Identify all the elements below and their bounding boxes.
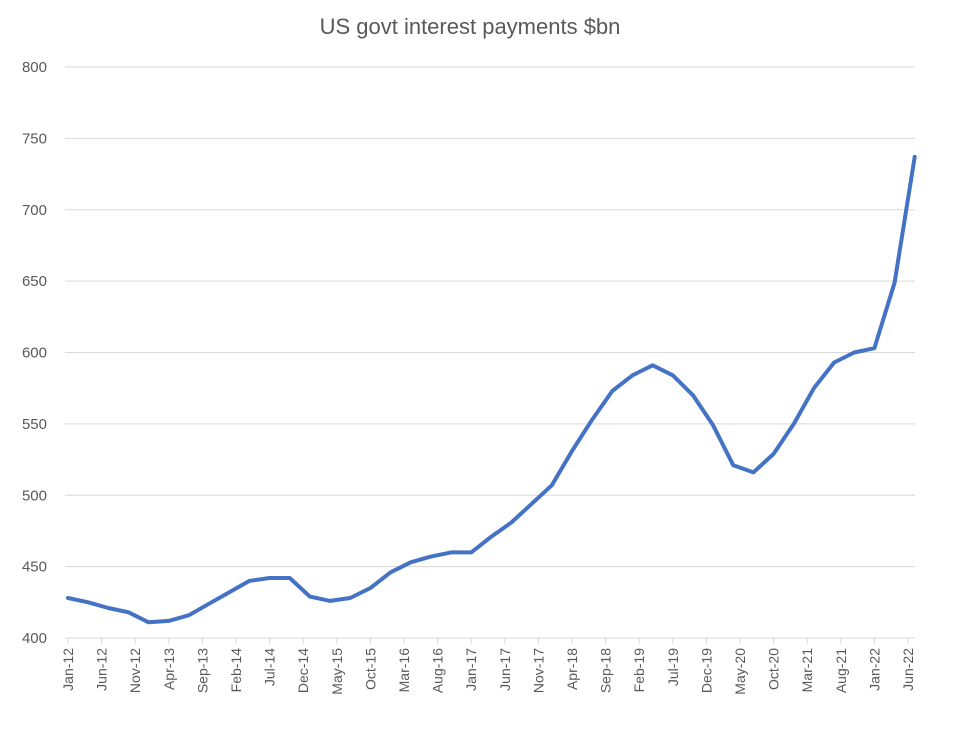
y-tick-label: 600 bbox=[22, 345, 47, 362]
chart-title: US govt interest payments $bn bbox=[319, 14, 621, 39]
y-tick-label: 550 bbox=[22, 416, 47, 433]
x-tick-label: Oct-20 bbox=[766, 648, 782, 690]
x-tick-label: Feb-19 bbox=[631, 648, 647, 693]
x-tick-label: Jul-14 bbox=[262, 648, 278, 686]
x-tick-label: Jun-22 bbox=[900, 648, 916, 691]
x-tick-label: Apr-18 bbox=[564, 648, 580, 690]
x-tick-label: Jul-19 bbox=[665, 648, 681, 686]
x-tick-label: Jun-12 bbox=[94, 648, 110, 691]
x-tick-label: Jan-17 bbox=[463, 648, 479, 691]
x-tick-label: May-20 bbox=[732, 648, 748, 695]
x-tick-label: Apr-13 bbox=[161, 648, 177, 690]
x-tick-label: May-15 bbox=[329, 648, 345, 695]
x-tick-label: Nov-17 bbox=[530, 648, 546, 693]
series-line-0 bbox=[66, 154, 917, 625]
y-tick-label: 800 bbox=[22, 59, 47, 76]
series-layer bbox=[66, 154, 917, 625]
x-tick-label: Aug-21 bbox=[833, 648, 849, 693]
x-tick-label: Aug-16 bbox=[430, 648, 446, 693]
x-tick-label: Mar-21 bbox=[799, 648, 815, 693]
y-tick-label: 650 bbox=[22, 273, 47, 290]
y-axis-tick-labels: 400 450 500 550 600 650 700 750 800 bbox=[22, 59, 47, 647]
x-tick-label: Mar-16 bbox=[396, 648, 412, 693]
x-tick-label: Nov-12 bbox=[127, 648, 143, 693]
x-tick-label: Dec-19 bbox=[698, 648, 714, 693]
x-tick-label: Jan-22 bbox=[866, 648, 882, 691]
x-axis-tick-labels: Jan-12 Jun-12 Nov-12 Apr-13 Sep-13 Feb-14 Jul-… bbox=[60, 638, 916, 695]
x-tick-label: Feb-14 bbox=[228, 648, 244, 693]
y-tick-label: 400 bbox=[22, 630, 47, 647]
x-tick-label: Sep-18 bbox=[598, 648, 614, 693]
x-tick-label: Jun-17 bbox=[497, 648, 513, 691]
gridlines bbox=[65, 66, 915, 639]
y-tick-label: 700 bbox=[22, 202, 47, 219]
y-tick-label: 500 bbox=[22, 487, 47, 504]
x-tick-label: Sep-13 bbox=[194, 648, 210, 693]
x-tick-label: Oct-15 bbox=[362, 648, 378, 690]
y-tick-label: 750 bbox=[22, 130, 47, 147]
x-tick-label: Dec-14 bbox=[295, 648, 311, 693]
x-tick-label: Jan-12 bbox=[60, 648, 76, 691]
y-tick-label: 450 bbox=[22, 559, 47, 576]
